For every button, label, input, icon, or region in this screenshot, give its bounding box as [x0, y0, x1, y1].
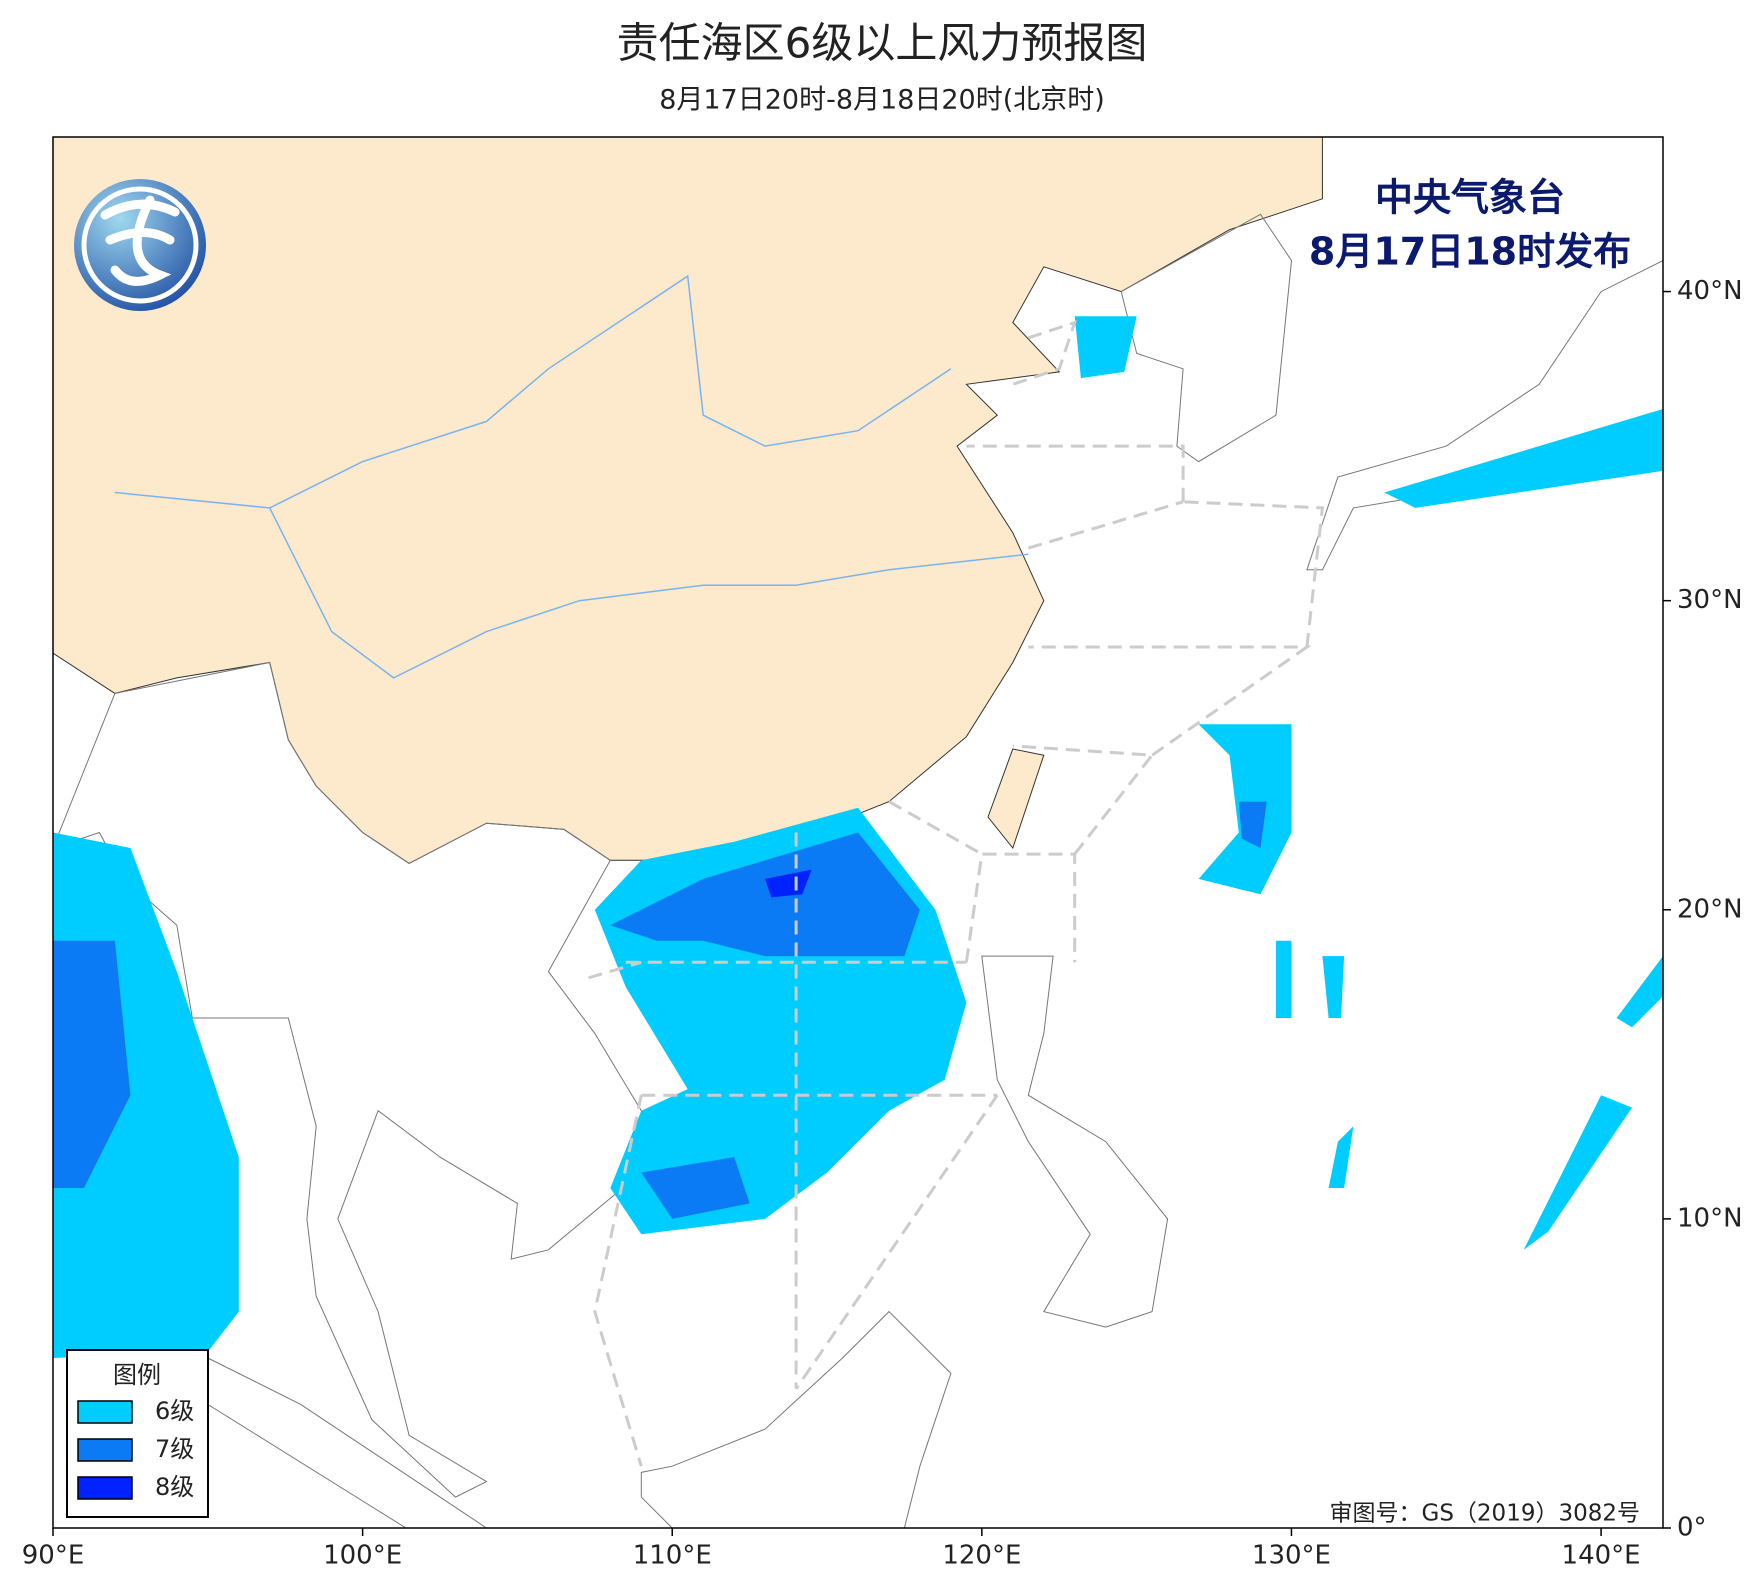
y-tick-label: 10°N: [1677, 1203, 1743, 1233]
wind-area: [1384, 409, 1663, 508]
wind-area: [641, 1157, 750, 1219]
wind-area: [1074, 316, 1137, 379]
x-tick-label: 100°E: [323, 1541, 402, 1571]
land-outline: [1306, 260, 1663, 571]
x-tick-label: 90°E: [22, 1541, 85, 1571]
zone-boundary: [1183, 500, 1325, 648]
issue-time: 8月17日18时发布: [1309, 230, 1631, 274]
logo: [74, 179, 206, 311]
legend-swatch: [77, 1400, 133, 1424]
land-outline: [1120, 213, 1293, 463]
taiwan: [987, 748, 1045, 850]
y-tick-label: 30°N: [1677, 585, 1743, 615]
legend-label: 8级: [155, 1473, 194, 1501]
zone-boundary: [794, 1094, 999, 1390]
x-tick-label: 120°E: [942, 1541, 1021, 1571]
wind-area: [765, 869, 812, 898]
approval: 审图号：GS（2019）3082号: [1330, 1501, 1641, 1527]
zone-boundary: [588, 960, 642, 980]
legend-swatch: [77, 1476, 133, 1500]
wind-area: [1238, 801, 1267, 848]
legend-label: 6级: [155, 1397, 194, 1425]
wind-area: [1616, 956, 1663, 1028]
map-layer: [53, 137, 1663, 1528]
x-tick-label: 130°E: [1252, 1541, 1331, 1571]
zone-boundary: [966, 444, 1185, 502]
title: 责任海区6级以上风力预报图: [617, 19, 1148, 68]
zone-boundary: [1012, 320, 1078, 386]
land-outline: [207, 1357, 549, 1528]
river: [114, 491, 1029, 679]
land-outline: [981, 955, 1169, 1328]
x-tick-label: 140°E: [1562, 1541, 1641, 1571]
wind-area: [53, 940, 131, 1188]
zone-boundary: [1027, 500, 1184, 550]
zone-boundary: [964, 852, 1077, 963]
subtitle: 8月17日20时-8月18日20时(北京时): [659, 85, 1105, 116]
issuer: 中央气象台: [1375, 176, 1565, 220]
land-outline: [53, 661, 652, 1498]
map-frame: [52, 136, 1664, 1529]
zone-boundary: [593, 1094, 643, 1467]
legend-title: 图例: [113, 1361, 161, 1389]
wind-area: [1523, 1095, 1632, 1250]
wind-area: [1328, 1126, 1354, 1188]
wind-area: [610, 832, 920, 957]
x-tick-label: 110°E: [633, 1541, 712, 1571]
legend-swatch: [77, 1438, 133, 1462]
y-tick-label: 0°: [1677, 1513, 1707, 1543]
land-outline: [640, 1310, 952, 1528]
legend-label: 7级: [155, 1435, 194, 1463]
wind-area: [1322, 956, 1345, 1018]
y-tick-label: 20°N: [1677, 894, 1743, 924]
y-tick-label: 40°N: [1677, 276, 1743, 306]
wind-area: [1276, 940, 1292, 1018]
legend: 图例 6级 7级 8级: [66, 1349, 209, 1518]
river: [269, 274, 952, 509]
zone-boundary: [888, 800, 983, 856]
